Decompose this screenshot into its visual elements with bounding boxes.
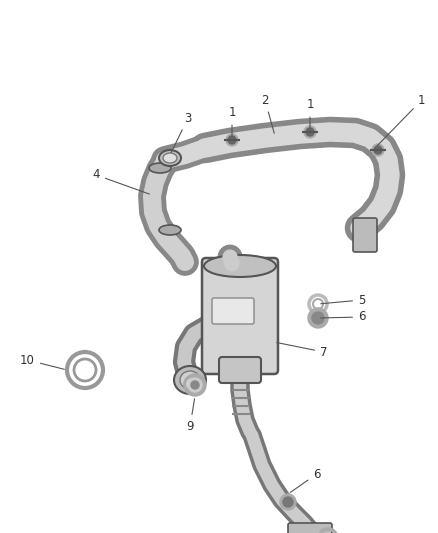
Text: 1: 1 bbox=[377, 93, 425, 146]
Text: 9: 9 bbox=[186, 399, 194, 433]
Circle shape bbox=[374, 146, 382, 154]
Ellipse shape bbox=[174, 366, 206, 394]
Circle shape bbox=[184, 374, 206, 396]
Circle shape bbox=[184, 376, 200, 392]
Text: 3: 3 bbox=[171, 111, 192, 152]
Circle shape bbox=[372, 144, 384, 156]
Circle shape bbox=[308, 308, 328, 328]
Text: 5: 5 bbox=[321, 294, 365, 306]
Text: 2: 2 bbox=[261, 93, 274, 133]
Text: 1: 1 bbox=[228, 107, 236, 137]
Circle shape bbox=[187, 379, 197, 389]
Circle shape bbox=[191, 381, 199, 389]
Circle shape bbox=[228, 136, 236, 144]
Text: 6: 6 bbox=[290, 467, 321, 492]
Ellipse shape bbox=[149, 163, 171, 173]
Circle shape bbox=[304, 126, 316, 138]
Text: 8: 8 bbox=[0, 532, 1, 533]
FancyBboxPatch shape bbox=[353, 218, 377, 252]
FancyBboxPatch shape bbox=[288, 523, 332, 533]
Ellipse shape bbox=[180, 371, 200, 389]
Text: 4: 4 bbox=[92, 168, 149, 194]
Ellipse shape bbox=[159, 150, 181, 166]
Ellipse shape bbox=[159, 225, 181, 235]
Circle shape bbox=[280, 494, 296, 510]
Circle shape bbox=[188, 378, 202, 392]
FancyBboxPatch shape bbox=[212, 298, 254, 324]
Text: 1: 1 bbox=[306, 99, 314, 129]
Circle shape bbox=[226, 134, 238, 146]
FancyBboxPatch shape bbox=[202, 258, 278, 374]
FancyBboxPatch shape bbox=[219, 357, 261, 383]
Circle shape bbox=[306, 128, 314, 136]
Ellipse shape bbox=[163, 153, 177, 163]
Circle shape bbox=[283, 497, 293, 507]
Text: 7: 7 bbox=[277, 343, 328, 359]
Text: 6: 6 bbox=[321, 311, 365, 324]
Text: 10: 10 bbox=[20, 353, 64, 369]
Circle shape bbox=[312, 312, 324, 324]
Ellipse shape bbox=[204, 255, 276, 277]
